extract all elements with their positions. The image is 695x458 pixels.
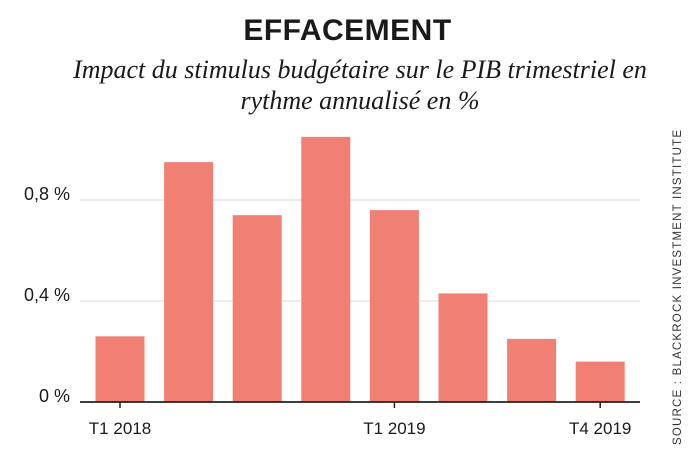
chart-subtitle: Impact du stimulus budgétaire sur le PIB… — [73, 55, 647, 115]
x-tick-label: T1 2018 — [89, 419, 151, 438]
bars — [95, 136, 625, 402]
bar — [301, 136, 351, 402]
bar — [369, 210, 419, 402]
bar — [507, 338, 557, 402]
y-tick-label: 0,4 % — [24, 285, 70, 305]
y-tick-labels: 0 % 0,4 % 0,8 % — [24, 184, 70, 406]
bar — [95, 336, 145, 402]
bar — [575, 361, 625, 402]
chart-title: EFFACEMENT — [243, 14, 452, 47]
x-tick-label: T1 2019 — [363, 419, 425, 438]
bar — [438, 293, 488, 402]
gridlines — [80, 199, 640, 302]
x-tick-labels: T1 2018 T1 2019 T4 2019 — [89, 419, 632, 438]
y-tick-label: 0,8 % — [24, 184, 70, 204]
y-tick-label: 0 % — [39, 386, 70, 406]
x-tick-label: T4 2019 — [569, 419, 631, 438]
bar — [164, 162, 214, 402]
x-axis — [80, 401, 640, 408]
bar — [232, 215, 282, 402]
